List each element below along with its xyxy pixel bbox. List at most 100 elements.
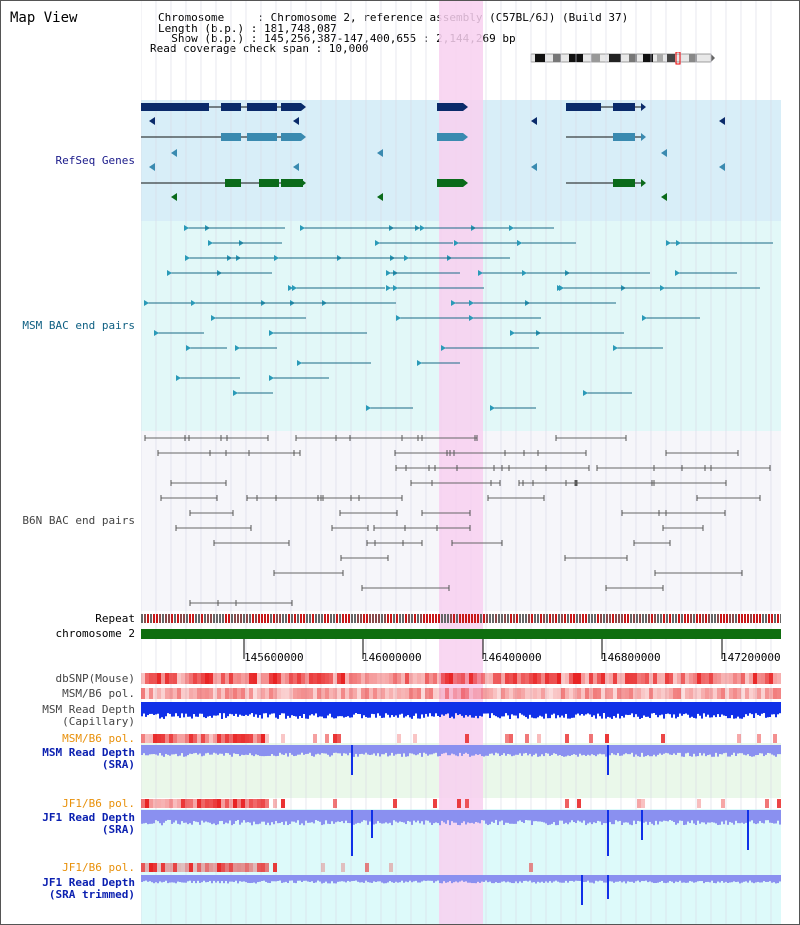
jf1-depth-trimmed-label[interactable]: JF1 Read Depth (SRA trimmed) <box>42 876 135 901</box>
polymorphism-cell <box>221 734 225 743</box>
read-depth-bar <box>477 810 479 823</box>
read-depth-bar <box>331 702 333 718</box>
read-depth-bar <box>173 875 175 883</box>
repeat-element <box>450 614 452 623</box>
read-depth-bar <box>429 745 431 755</box>
read-depth-bar <box>497 810 499 825</box>
read-depth-bar <box>151 745 153 755</box>
repeat-element <box>162 614 164 623</box>
read-depth-bar <box>655 875 657 884</box>
read-depth-bar <box>487 875 489 883</box>
repeat-element <box>402 614 404 623</box>
refseq-genes-label[interactable]: RefSeq Genes <box>55 154 135 167</box>
repeat-element <box>147 614 149 623</box>
polymorphism-cell <box>733 688 737 699</box>
read-depth-bar <box>261 702 263 719</box>
read-depth-bar <box>605 702 607 719</box>
repeat-element <box>552 614 554 623</box>
repeat-element <box>678 614 680 623</box>
polymorphism-cell <box>289 673 293 684</box>
polymorphism-cell <box>529 673 533 684</box>
read-depth-bar <box>415 810 417 823</box>
read-depth-bar <box>715 875 717 884</box>
polymorphism-cell <box>197 863 201 872</box>
polymorphism-cell <box>573 673 577 684</box>
read-depth-bar <box>695 745 697 757</box>
gene-exon <box>437 179 463 187</box>
read-depth-bar <box>317 810 319 821</box>
repeat-element <box>417 614 419 623</box>
msm-depth-sra-label[interactable]: MSM Read Depth (SRA) <box>42 746 135 771</box>
read-depth-bar <box>673 702 675 715</box>
repeat-element <box>621 614 623 623</box>
read-depth-bar <box>741 702 743 719</box>
jf1-depth-sra-label[interactable]: JF1 Read Depth (SRA) <box>42 811 135 836</box>
read-depth-bar <box>619 875 621 882</box>
read-depth-bar <box>527 875 529 882</box>
polymorphism-cell <box>381 673 385 684</box>
read-depth-bar <box>759 810 761 822</box>
dbsnp-label[interactable]: dbSNP(Mouse) <box>55 672 135 685</box>
polymorphism-cell <box>621 688 625 699</box>
repeat-element <box>642 614 644 623</box>
polymorphism-cell <box>413 688 417 699</box>
read-depth-bar <box>411 875 413 883</box>
read-depth-bar <box>303 702 305 714</box>
polymorphism-cell <box>141 734 145 743</box>
repeat-element <box>429 614 431 623</box>
read-depth-bar <box>687 875 689 883</box>
polymorphism-cell <box>713 688 717 699</box>
read-depth-bar <box>357 702 359 714</box>
read-depth-bar <box>313 702 315 716</box>
repeat-element <box>582 614 584 623</box>
read-depth-bar <box>331 875 333 882</box>
polymorphism-cell <box>365 863 369 872</box>
read-depth-bar <box>417 875 419 883</box>
b6n-bac-label[interactable]: B6N BAC end pairs <box>22 514 135 527</box>
msm-depth-capillary-label[interactable]: MSM Read Depth (Capillary) <box>42 703 135 728</box>
read-depth-bar <box>569 810 571 823</box>
read-depth-bar <box>593 875 595 884</box>
polymorphism-cell <box>217 734 221 743</box>
read-depth-bar <box>703 702 705 714</box>
read-depth-bar <box>193 702 195 715</box>
read-depth-bar <box>353 745 355 757</box>
msm-pol-label[interactable]: MSM/B6 pol. <box>62 687 135 700</box>
msm-pol-sra-label[interactable]: MSM/B6 pol. <box>62 732 135 745</box>
read-depth-bar <box>523 702 525 716</box>
jf1-pol-trimmed-label[interactable]: JF1/B6 pol. <box>62 861 135 874</box>
read-depth-bar <box>621 702 623 717</box>
polymorphism-cell <box>357 688 361 699</box>
msm-bac-label[interactable]: MSM BAC end pairs <box>22 319 135 332</box>
polymorphism-cell <box>381 688 385 699</box>
read-depth-bar <box>361 875 363 883</box>
polymorphism-cell <box>309 673 313 684</box>
read-depth-bar <box>425 875 427 881</box>
polymorphism-cell <box>597 673 601 684</box>
jf1-pol-label[interactable]: JF1/B6 pol. <box>62 797 135 810</box>
polymorphism-cell <box>505 673 509 684</box>
read-depth-bar <box>181 875 183 883</box>
read-depth-bar <box>341 745 343 756</box>
polymorphism-cell <box>385 688 389 699</box>
read-depth-bar <box>593 745 595 756</box>
read-depth-bar <box>649 875 651 882</box>
read-depth-bar <box>707 702 709 715</box>
repeat-element <box>300 614 302 623</box>
read-depth-bar <box>445 875 447 883</box>
polymorphism-cell <box>209 863 213 872</box>
genome-browser-canvas[interactable] <box>141 1 781 924</box>
polymorphism-cell <box>213 688 217 699</box>
polymorphism-cell <box>229 673 233 684</box>
read-depth-bar <box>161 745 163 756</box>
bac-end-marker <box>184 225 189 231</box>
read-depth-bar <box>141 810 143 824</box>
read-depth-bar <box>577 875 579 881</box>
read-depth-bar <box>523 745 525 754</box>
read-depth-bar <box>777 702 779 715</box>
read-depth-bar <box>761 702 763 714</box>
repeat-element <box>150 614 152 623</box>
read-depth-bar <box>595 875 597 881</box>
read-depth-bar <box>243 745 245 756</box>
polymorphism-cell <box>765 688 769 699</box>
